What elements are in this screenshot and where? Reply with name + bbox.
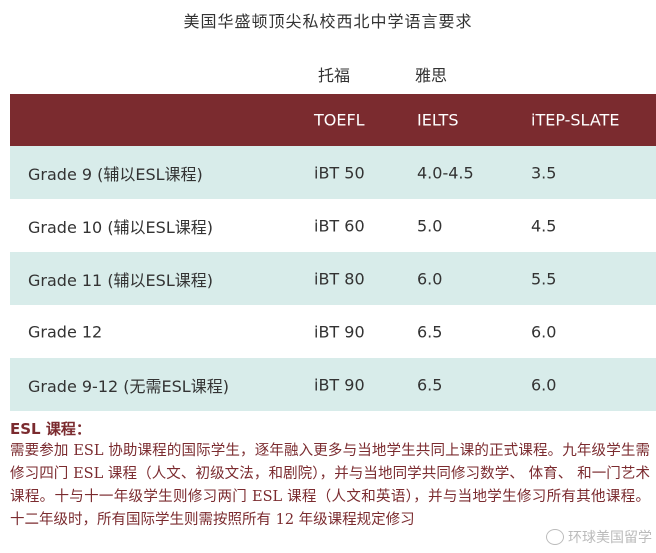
toefl-cell: iBT 60	[314, 216, 365, 235]
cn-header-ielts: 雅思	[415, 66, 448, 85]
grade-cell: Grade 10 (辅以ESL课程)	[28, 217, 213, 237]
language-requirements-table: TOEFL IELTS iTEP-SLATE Grade 9 (辅以ESL课程)…	[10, 94, 656, 411]
esl-section-body: 需要参加 ESL 协助课程的国际学生，逐年融入更多与当地学生共同上课的正式课程。…	[10, 443, 650, 528]
cn-header-toefl: 托福	[318, 66, 351, 85]
page-title: 美国华盛顿顶尖私校西北中学语言要求	[183, 12, 473, 31]
ielts-cell: 4.0-4.5	[417, 163, 474, 182]
ielts-cell: 5.0	[417, 216, 443, 235]
toefl-cell: iBT 90	[314, 375, 365, 394]
ielts-cell: 6.5	[417, 375, 443, 394]
itep-cell: 3.5	[531, 163, 557, 182]
wechat-icon	[546, 529, 564, 545]
header-itep: iTEP-SLATE	[531, 110, 620, 130]
toefl-cell: iBT 80	[314, 269, 365, 288]
table-row: Grade 10 (辅以ESL课程) iBT 60 5.0 4.5	[10, 199, 656, 252]
esl-section-title: ESL 课程：	[10, 420, 91, 438]
header-toefl: TOEFL	[314, 110, 365, 130]
table-row: Grade 9-12 (无需ESL课程) iBT 90 6.5 6.0	[10, 358, 656, 411]
watermark-text: 环球美国留学	[568, 530, 652, 546]
itep-cell: 6.0	[531, 322, 557, 341]
table-row: Grade 12 iBT 90 6.5 6.0	[10, 305, 656, 358]
grade-cell: Grade 12	[28, 322, 103, 341]
toefl-cell: iBT 50	[314, 163, 365, 182]
table-row: Grade 9 (辅以ESL课程) iBT 50 4.0-4.5 3.5	[10, 146, 656, 199]
grade-cell: Grade 11 (辅以ESL课程)	[28, 270, 213, 290]
table-header-row: TOEFL IELTS iTEP-SLATE	[10, 94, 656, 146]
ielts-cell: 6.0	[417, 269, 443, 288]
itep-cell: 6.0	[531, 375, 557, 394]
watermark: 环球美国留学	[546, 527, 652, 547]
grade-cell: Grade 9-12 (无需ESL课程)	[28, 376, 229, 396]
table-row: Grade 11 (辅以ESL课程) iBT 80 6.0 5.5	[10, 252, 656, 305]
grade-cell: Grade 9 (辅以ESL课程)	[28, 164, 203, 184]
toefl-cell: iBT 90	[314, 322, 365, 341]
itep-cell: 4.5	[531, 216, 557, 235]
header-ielts: IELTS	[417, 110, 459, 130]
itep-cell: 5.5	[531, 269, 557, 288]
ielts-cell: 6.5	[417, 322, 443, 341]
